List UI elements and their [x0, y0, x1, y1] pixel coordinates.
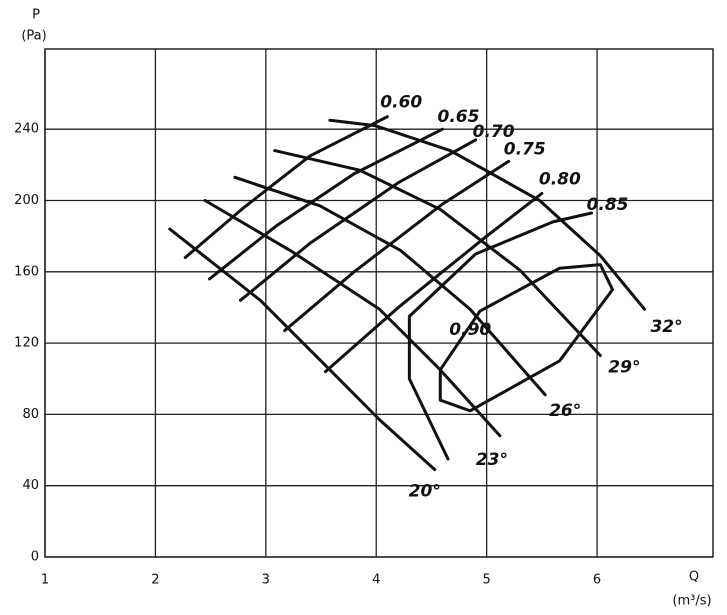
plot-frame — [44, 48, 714, 558]
x-tick-label: 4 — [372, 573, 380, 588]
series-line — [203, 199, 502, 438]
series-line — [328, 118, 647, 311]
y-tick-label: 160 — [14, 264, 39, 279]
curve-label: 0.70 — [473, 122, 515, 142]
series-line — [238, 138, 478, 302]
curve-label: 20° — [409, 482, 441, 502]
series-line — [233, 175, 547, 397]
series-line — [273, 149, 602, 358]
y-axis-unit: (Pa) — [21, 29, 46, 44]
series-line — [283, 159, 511, 333]
series-line — [168, 227, 437, 472]
curve-label: 0.75 — [504, 139, 546, 159]
y-tick-label: 200 — [14, 193, 39, 208]
series-line — [208, 127, 444, 281]
series-line — [438, 263, 615, 413]
x-tick-label: 6 — [593, 573, 601, 588]
x-axis-label: Q — [689, 570, 699, 585]
y-tick-label: 120 — [14, 336, 39, 351]
y-tick-label: 240 — [14, 122, 39, 137]
curve-label: 23° — [476, 450, 508, 470]
curve-label: 0.60 — [380, 93, 422, 113]
curve-label: 0.65 — [438, 107, 480, 127]
series-line — [183, 115, 389, 260]
x-tick-label: 1 — [41, 573, 49, 588]
series-line — [407, 211, 594, 461]
curve-label: 0.90 — [449, 320, 491, 340]
curve-label: 0.85 — [587, 195, 629, 215]
curve-label: 26° — [549, 401, 581, 421]
y-tick-label: 40 — [22, 478, 39, 493]
curve-label: 0.80 — [539, 169, 581, 189]
series-line — [323, 191, 544, 374]
y-tick-label: 80 — [22, 407, 39, 422]
x-tick-label: 5 — [483, 573, 491, 588]
x-tick-label: 3 — [262, 573, 270, 588]
y-axis-label: P — [32, 8, 40, 23]
x-tick-label: 2 — [151, 573, 159, 588]
y-tick-label: 0 — [31, 550, 39, 565]
curve-label: 32° — [650, 317, 682, 337]
curve-label: 29° — [608, 358, 640, 378]
x-axis-unit: (m³/s) — [672, 594, 711, 609]
